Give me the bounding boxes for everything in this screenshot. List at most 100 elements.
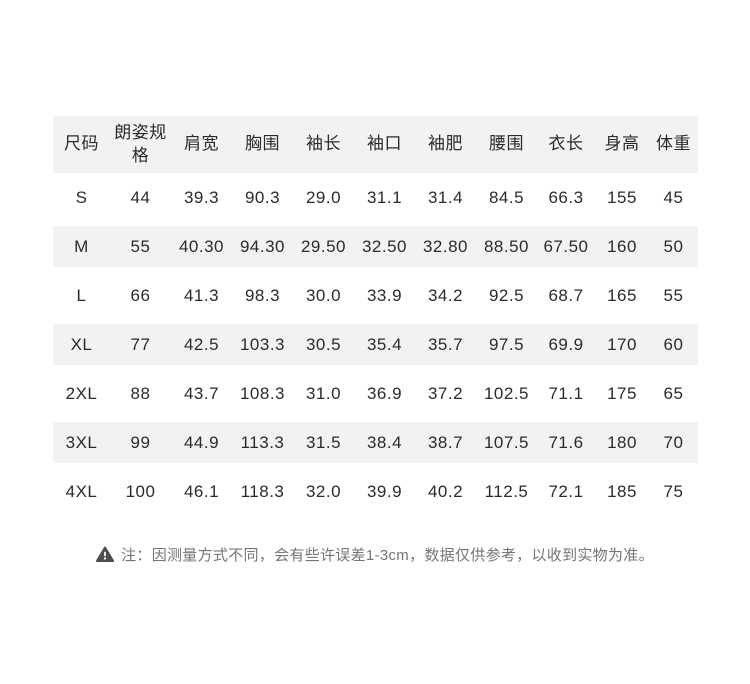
measurement-cell: 99 — [110, 418, 171, 467]
size-chart-page: 尺码 朗姿规格 肩宽 胸围 袖长 袖口 袖肥 腰围 衣长 身高 体重 S 44 39.3 90.3 29.0… — [0, 116, 750, 684]
measurement-cell: 84.5 — [488, 187, 525, 207]
size-label-cell: 4XL — [65, 481, 98, 501]
table-header-row: 尺码 朗姿规格 肩宽 胸围 袖长 袖口 袖肥 腰围 衣长 身高 体重 — [53, 116, 698, 173]
measurement-cell: 55 — [110, 222, 171, 271]
measurement-cell: 102.5 — [483, 383, 530, 403]
measurement-cell: 44 — [130, 187, 151, 207]
size-label-cell: 2XL — [65, 383, 98, 403]
measurement-cell: 175 — [607, 383, 637, 403]
measurement-cell: 34.2 — [427, 285, 464, 305]
table-row: 3XL 99 44.9 113.3 31.5 38.4 38.7 107.5 71.6 180 70 — [53, 418, 698, 467]
column-header: 袖长 — [293, 116, 354, 173]
measurement-cell: 108.3 — [239, 383, 286, 403]
warning-icon — [96, 546, 115, 563]
measurement-cell: 41.3 — [183, 285, 220, 305]
measurement-cell: 30.5 — [293, 320, 354, 369]
size-label-cell: M — [53, 222, 110, 271]
measurement-cell: 69.9 — [537, 320, 595, 369]
measurement-cell: 71.6 — [537, 418, 595, 467]
measurement-cell: 38.7 — [415, 418, 476, 467]
table-row: S 44 39.3 90.3 29.0 31.1 31.4 84.5 66.3 155 45 — [53, 173, 698, 222]
measurement-note: 注：因测量方式不同，会有些许误差1-3cm，数据仅供参考，以收到实物为准。 — [0, 544, 750, 565]
column-header: 袖口 — [354, 116, 415, 173]
measurement-cell: 65 — [663, 383, 684, 403]
column-header: 衣长 — [537, 116, 595, 173]
table-row: L 66 41.3 98.3 30.0 33.9 34.2 92.5 68.7 165 55 — [53, 271, 698, 320]
measurement-cell: 31.0 — [305, 383, 342, 403]
measurement-cell: 68.7 — [548, 285, 584, 305]
column-header: 身高 — [595, 116, 649, 173]
table-row: M 55 40.30 94.30 29.50 32.50 32.80 88.50 67.50 16… — [53, 222, 698, 271]
measurement-cell: 88.50 — [476, 222, 537, 271]
size-chart-table: 尺码 朗姿规格 肩宽 胸围 袖长 袖口 袖肥 腰围 衣长 身高 体重 S 44 39.3 90.3 29.0… — [53, 116, 698, 516]
measurement-cell: 40.30 — [171, 222, 232, 271]
note-text: 注：因测量方式不同，会有些许误差1-3cm，数据仅供参考，以收到实物为准。 — [121, 547, 654, 564]
size-label-cell: L — [76, 285, 87, 305]
column-header: 袖肥 — [415, 116, 476, 173]
measurement-cell: 45 — [663, 187, 684, 207]
table-row: 2XL 88 43.7 108.3 31.0 36.9 37.2 102.5 71.1 175 65 — [53, 369, 698, 418]
measurement-cell: 60 — [649, 320, 698, 369]
measurement-cell: 40.2 — [427, 481, 464, 501]
measurement-cell: 90.3 — [244, 187, 281, 207]
measurement-cell: 180 — [595, 418, 649, 467]
column-header: 胸围 — [232, 116, 293, 173]
measurement-cell: 29.0 — [305, 187, 342, 207]
measurement-cell: 155 — [607, 187, 637, 207]
measurement-cell: 29.50 — [293, 222, 354, 271]
column-header: 腰围 — [476, 116, 537, 173]
measurement-cell: 94.30 — [232, 222, 293, 271]
measurement-cell: 42.5 — [171, 320, 232, 369]
measurement-cell: 50 — [649, 222, 698, 271]
measurement-cell: 43.7 — [183, 383, 220, 403]
measurement-cell: 98.3 — [244, 285, 281, 305]
measurement-cell: 118.3 — [240, 481, 285, 501]
measurement-cell: 97.5 — [476, 320, 537, 369]
measurement-cell: 35.7 — [415, 320, 476, 369]
measurement-cell: 30.0 — [305, 285, 342, 305]
measurement-cell: 88 — [130, 383, 151, 403]
measurement-cell: 32.80 — [415, 222, 476, 271]
measurement-cell: 113.3 — [232, 418, 293, 467]
measurement-cell: 71.1 — [548, 383, 584, 403]
measurement-cell: 38.4 — [354, 418, 415, 467]
measurement-cell: 165 — [607, 285, 637, 305]
measurement-cell: 46.1 — [183, 481, 220, 501]
measurement-cell: 75 — [663, 481, 684, 501]
table-row: XL 77 42.5 103.3 30.5 35.4 35.7 97.5 69.9 170 60 — [53, 320, 698, 369]
size-label-cell: 3XL — [53, 418, 110, 467]
measurement-cell: 67.50 — [537, 222, 595, 271]
size-label-cell: XL — [53, 320, 110, 369]
measurement-cell: 160 — [595, 222, 649, 271]
measurement-cell: 33.9 — [366, 285, 403, 305]
column-header: 尺码 — [53, 116, 110, 173]
measurement-cell: 66.3 — [548, 187, 584, 207]
measurement-cell: 44.9 — [171, 418, 232, 467]
measurement-cell: 185 — [607, 481, 637, 501]
measurement-cell: 32.0 — [305, 481, 342, 501]
measurement-cell: 72.1 — [548, 481, 584, 501]
measurement-cell: 92.5 — [488, 285, 525, 305]
size-label-cell: S — [75, 187, 88, 207]
measurement-cell: 103.3 — [232, 320, 293, 369]
measurement-cell: 70 — [649, 418, 698, 467]
measurement-cell: 37.2 — [427, 383, 464, 403]
measurement-cell: 77 — [110, 320, 171, 369]
measurement-cell: 170 — [595, 320, 649, 369]
measurement-cell: 107.5 — [476, 418, 537, 467]
measurement-cell: 31.5 — [293, 418, 354, 467]
measurement-cell: 31.4 — [427, 187, 464, 207]
measurement-cell: 39.9 — [366, 481, 403, 501]
table-row: 4XL 100 46.1 118.3 32.0 39.9 40.2 112.5 72.1 185 7… — [53, 467, 698, 516]
measurement-cell: 36.9 — [366, 383, 403, 403]
measurement-cell: 35.4 — [354, 320, 415, 369]
measurement-cell: 32.50 — [354, 222, 415, 271]
measurement-cell: 31.1 — [366, 187, 403, 207]
measurement-cell: 39.3 — [183, 187, 220, 207]
column-header: 肩宽 — [171, 116, 232, 173]
measurement-cell: 55 — [663, 285, 684, 305]
measurement-cell: 66 — [130, 285, 151, 305]
column-header: 体重 — [649, 116, 698, 173]
measurement-cell: 112.5 — [484, 481, 529, 501]
measurement-cell: 100 — [125, 481, 156, 501]
